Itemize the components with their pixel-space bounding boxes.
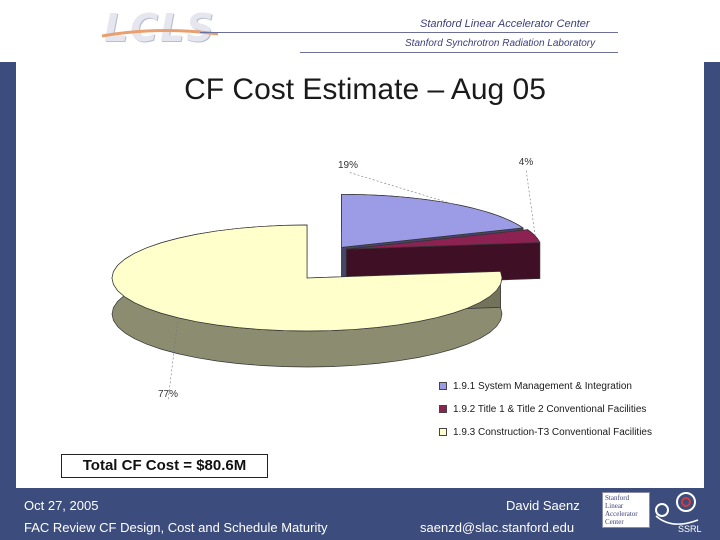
slac-badge-logo: Stanford Linear Accelerator Center	[602, 492, 650, 528]
slide-footer: Oct 27, 2005 FAC Review CF Design, Cost …	[0, 488, 720, 540]
institution-ssrl: Stanford Synchrotron Radiation Laborator…	[405, 38, 596, 49]
pie-leader-line	[167, 317, 179, 402]
lcls-logo: LCLS	[104, 6, 216, 50]
frame-left	[0, 62, 16, 488]
ssrl-text: SSRL	[678, 524, 702, 534]
footer-author: David Saenz	[506, 498, 580, 513]
legend-item: 1.9.1 System Management & Integration	[433, 379, 632, 393]
slac-badge-line: Center	[605, 518, 624, 526]
ssrl-logo: SSRL	[655, 492, 702, 534]
footer-email: saenzd@slac.stanford.edu	[420, 520, 575, 535]
legend-swatch	[439, 405, 447, 413]
slide-header: LCLS Stanford Linear Accelerator Center …	[0, 0, 720, 62]
slac-badge-line: Accelerator	[605, 510, 638, 518]
pie-percent-label: 77%	[158, 389, 178, 400]
slide-title: CF Cost Estimate – Aug 05	[0, 73, 720, 107]
header-rule-top	[200, 32, 618, 33]
pie-slice-3	[111, 224, 503, 368]
legend-swatch	[439, 428, 447, 436]
slac-badge-line: Stanford	[605, 494, 630, 502]
slide-title-text: CF Cost Estimate – Aug 05	[184, 73, 546, 106]
pie-slice-top	[341, 194, 524, 248]
legend-label: 1.9.1 System Management & Integration	[453, 380, 632, 392]
legend-swatch	[439, 382, 447, 390]
pie-leader-line	[525, 168, 536, 237]
pie-percent-label: 19%	[338, 160, 358, 171]
pie-label-layer: 19% 4% 77%	[158, 157, 536, 402]
legend-label: 1.9.2 Title 1 & Title 2 Conventional Fac…	[453, 403, 647, 415]
pie-leader-line	[347, 171, 452, 204]
header-rule-bottom	[300, 52, 618, 53]
institution-slac: Stanford Linear Accelerator Center	[420, 18, 590, 30]
frame-right	[704, 62, 720, 488]
legend-item: 1.9.2 Title 1 & Title 2 Conventional Fac…	[433, 402, 646, 416]
legend-item: 1.9.3 Construction-T3 Conventional Facil…	[433, 425, 652, 439]
total-cost-box: Total CF Cost = $80.6M	[61, 454, 268, 478]
pie-slice-top	[346, 229, 541, 250]
legend-label: 1.9.3 Construction-T3 Conventional Facil…	[453, 426, 652, 438]
chart-legend: 1.9.1 System Management & Integration 1.9…	[433, 373, 686, 443]
slac-badge-line: Linear	[605, 502, 624, 510]
footer-event: FAC Review CF Design, Cost and Schedule …	[24, 520, 328, 535]
footer-date: Oct 27, 2005	[24, 498, 99, 513]
pie-percent-label: 4%	[519, 157, 534, 168]
pie-layer	[111, 194, 541, 368]
